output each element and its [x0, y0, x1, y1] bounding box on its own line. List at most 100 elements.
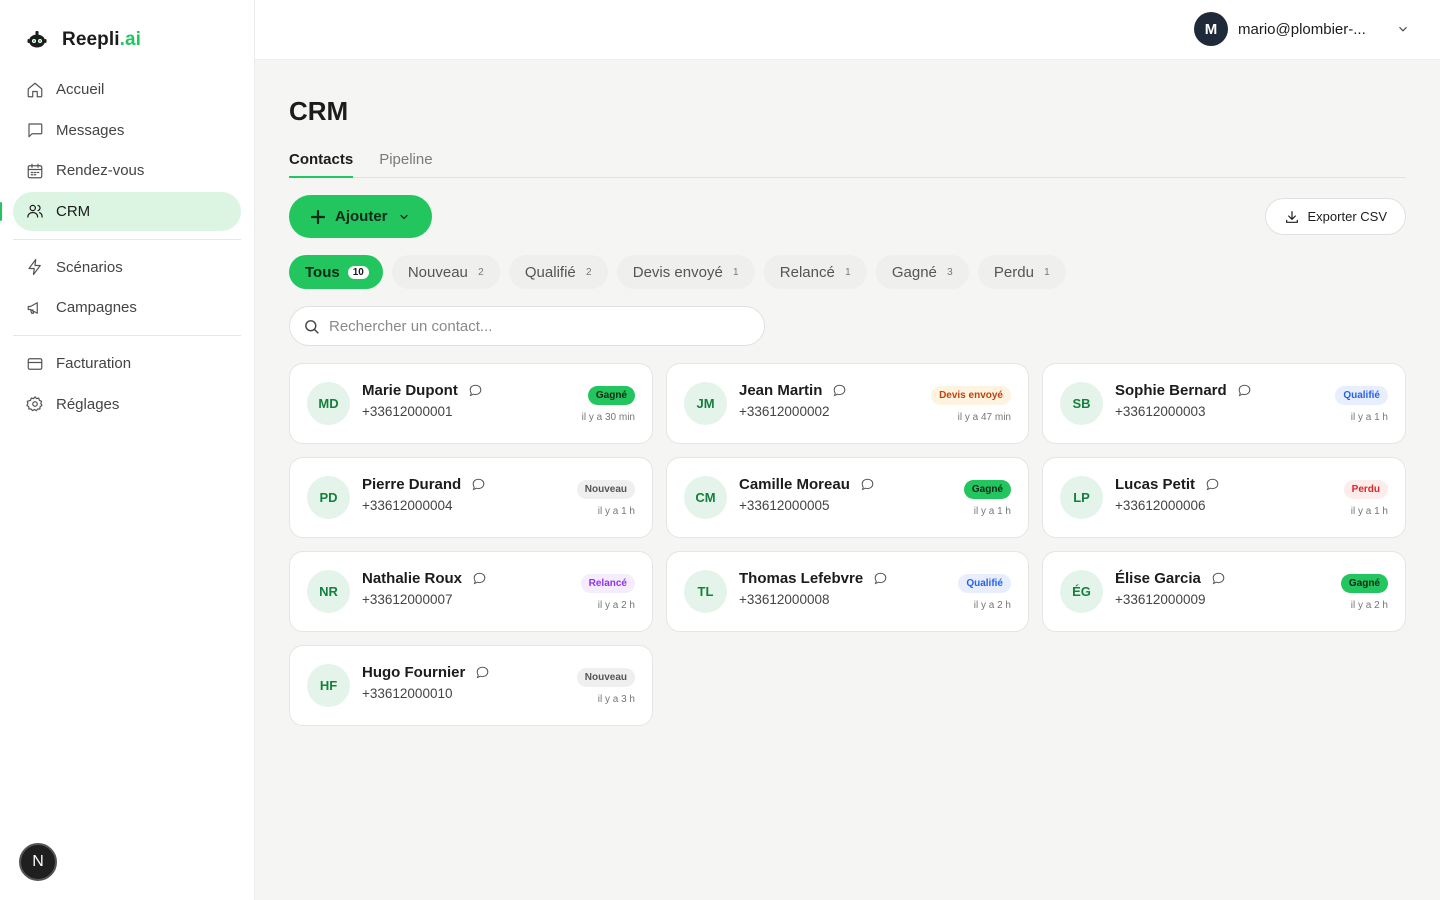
contact-phone: +33612000010 — [362, 686, 453, 701]
message-bubble-icon[interactable] — [475, 665, 490, 680]
status-badge: Nouveau — [576, 668, 635, 687]
zap-icon — [28, 258, 41, 276]
contact-card[interactable]: JM Jean Martin +33612000002 Devis envoyé il … — [666, 363, 1029, 444]
filter-chip[interactable]: Devis envoyé 1 — [616, 255, 755, 289]
brand-name-main: Reepli — [62, 29, 120, 50]
megaphone-icon — [27, 301, 38, 314]
contact-card[interactable]: TL Thomas Lefebvre +33612000008 Qualifié il … — [666, 551, 1029, 632]
message-bubble-icon[interactable] — [1237, 383, 1252, 398]
contact-name: Thomas Lefebvre — [739, 570, 864, 587]
filter-chip[interactable]: Perdu 1 — [977, 255, 1066, 289]
tab-pipeline[interactable]: Pipeline — [379, 151, 433, 168]
sidebar-item-scenarios[interactable]: Scénarios — [13, 248, 241, 287]
contact-card[interactable]: CM Camille Moreau +33612000005 Gagné il y a … — [666, 457, 1029, 538]
filter-chip-label: Gagné — [891, 263, 937, 281]
sidebar-item-messages[interactable]: Messages — [13, 111, 241, 150]
message-bubble-icon[interactable] — [832, 383, 847, 398]
message-bubble-icon[interactable] — [472, 571, 487, 586]
download-icon — [1285, 210, 1298, 223]
filter-chip-count: 1 — [733, 266, 739, 278]
brand-name: Reepli.ai — [62, 29, 141, 51]
sidebar-item-label: Réglages — [56, 395, 120, 413]
filter-chip[interactable]: Qualifié 2 — [508, 255, 608, 289]
sidebar-item-label: Rendez-vous — [56, 162, 145, 179]
contact-name: Pierre Durand — [362, 476, 462, 493]
contact-card[interactable]: LP Lucas Petit +33612000006 Perdu il y a 1 h — [1042, 457, 1406, 538]
contact-avatar: NR — [307, 570, 350, 613]
sidebar-item-rendez-vous[interactable]: Rendez-vous — [13, 151, 241, 190]
contact-phone: +33612000002 — [739, 404, 830, 419]
sidebar-item-reglages[interactable]: Réglages — [13, 385, 241, 424]
sidebar-item-facturation[interactable]: Facturation — [13, 344, 241, 383]
message-square-icon — [28, 123, 43, 138]
sidebar-item-crm[interactable]: CRM — [0, 191, 241, 231]
search-input[interactable] — [329, 317, 729, 335]
contact-avatar: CM — [684, 476, 727, 519]
calendar-icon — [27, 163, 43, 178]
filter-chip-count: 10 — [347, 265, 369, 279]
contact-card[interactable]: HF Hugo Fournier +33612000010 Nouveau il y a… — [289, 645, 653, 726]
status-badge: Qualifié — [1335, 386, 1388, 405]
message-bubble-icon[interactable] — [471, 477, 486, 492]
sidebar-item-label: Campagnes — [56, 299, 137, 316]
message-bubble-icon[interactable] — [1205, 477, 1220, 492]
brand-name-suffix: .ai — [119, 29, 142, 50]
contact-timestamp: il y a 2 h — [1350, 600, 1388, 611]
tab-contacts[interactable]: Contacts — [289, 140, 354, 178]
user-email: mario@plombier-... — [1238, 20, 1366, 38]
contact-card[interactable]: SB Sophie Bernard +33612000003 Qualifié il y… — [1042, 363, 1406, 444]
contact-card[interactable]: NR Nathalie Roux +33612000007 Relancé il y a… — [289, 551, 653, 632]
contact-card[interactable]: MD Marie Dupont +33612000001 Gagné il y a 30… — [289, 363, 653, 444]
search-box[interactable] — [289, 306, 765, 346]
contact-name: Hugo Fournier — [362, 664, 466, 681]
contact-name-row: Élise Garcia — [1115, 570, 1226, 587]
message-bubble-icon[interactable] — [468, 383, 483, 398]
contact-card[interactable]: ÉG Élise Garcia +33612000009 Gagné il y a 2 … — [1042, 551, 1406, 632]
nav-divider — [13, 238, 241, 240]
status-badge: Gagné — [1340, 574, 1388, 593]
contact-phone: +33612000005 — [739, 498, 830, 513]
contact-name: Nathalie Roux — [362, 570, 463, 587]
contact-avatar: SB — [1060, 382, 1103, 425]
filter-chip-count: 2 — [585, 266, 592, 278]
sidebar-item-label: Messages — [56, 121, 125, 139]
home-icon — [27, 82, 43, 97]
filter-chip-label: Perdu — [993, 263, 1034, 281]
plus-icon — [311, 209, 325, 224]
filter-chip[interactable]: Nouveau 2 — [391, 255, 500, 289]
filter-chip-label: Relancé — [779, 263, 835, 281]
contact-phone: +33612000001 — [362, 404, 453, 419]
status-badge: Perdu — [1343, 480, 1388, 499]
add-button[interactable]: Ajouter — [289, 195, 432, 238]
filter-chip[interactable]: Tous 10 — [289, 255, 383, 289]
bottom-n-badge[interactable]: N — [19, 843, 57, 881]
contact-timestamp: il y a 1 h — [973, 506, 1011, 517]
filter-chip[interactable]: Relancé 1 — [763, 255, 867, 289]
top-bar: M mario@plombier-... — [255, 0, 1440, 60]
users-icon — [27, 204, 43, 218]
brand[interactable]: Reepli.ai — [0, 0, 254, 60]
export-csv-button[interactable]: Exporter CSV — [1264, 198, 1406, 235]
filter-chip-label: Qualifié — [524, 263, 576, 281]
settings-icon — [26, 396, 43, 412]
message-bubble-icon[interactable] — [1211, 571, 1226, 586]
chevron-down-icon — [399, 214, 408, 219]
user-menu[interactable]: M mario@plombier-... — [1194, 12, 1410, 46]
message-bubble-icon[interactable] — [873, 571, 888, 586]
contact-name-row: Pierre Durand — [362, 476, 486, 493]
filter-chip[interactable]: Gagné 3 — [875, 255, 969, 289]
contact-name-row: Lucas Petit — [1115, 476, 1220, 493]
page-title: CRM — [289, 96, 349, 126]
sidebar-item-accueil[interactable]: Accueil — [13, 70, 241, 109]
status-badge: Gagné — [963, 480, 1011, 499]
contact-phone: +33612000009 — [1115, 592, 1206, 607]
contact-name-row: Camille Moreau — [739, 476, 875, 493]
message-bubble-icon[interactable] — [860, 477, 875, 492]
contact-name-row: Jean Martin — [739, 382, 847, 399]
robot-logo-icon — [27, 31, 47, 48]
contact-name-row: Sophie Bernard — [1115, 382, 1252, 399]
filter-chip-count: 1 — [845, 266, 851, 278]
contact-card[interactable]: PD Pierre Durand +33612000004 Nouveau il y a… — [289, 457, 653, 538]
toolbar: Ajouter Exporter CSV — [289, 195, 1406, 238]
sidebar-item-campagnes[interactable]: Campagnes — [13, 288, 241, 327]
